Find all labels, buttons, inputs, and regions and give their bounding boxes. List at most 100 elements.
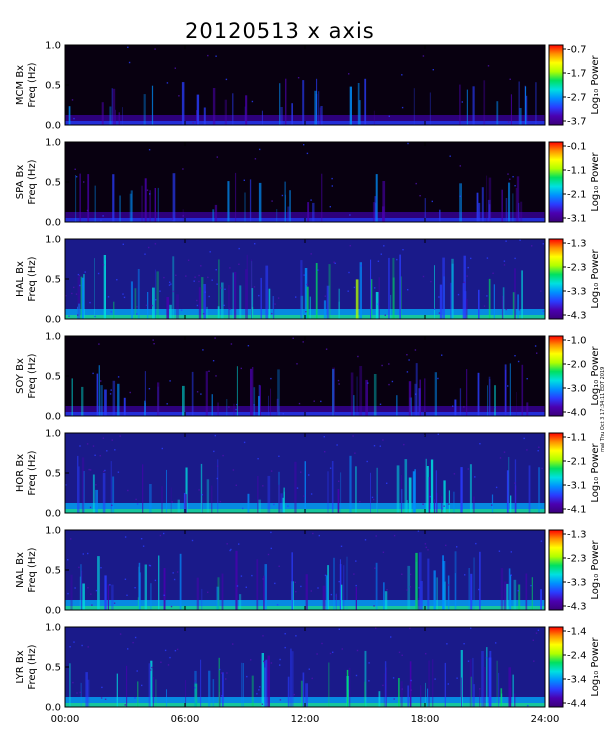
y-tick-label: 1.0 bbox=[45, 526, 61, 537]
x-axis: 00:00 06:00 12:00 18:00 24:00 bbox=[51, 714, 560, 725]
x-tick-label: 18:00 bbox=[411, 714, 440, 725]
colorbar-tick-label: -0.1 bbox=[567, 142, 587, 153]
panel-spa: 0.0 0.5 1.0 SPA Bx Freq (Hz) -0.1 -1.1 -2.1 -3.1… bbox=[15, 138, 601, 229]
y-axis-label-station: HAL Bx bbox=[15, 261, 26, 297]
colorbar-tick-label: -2.3 bbox=[567, 263, 587, 274]
y-axis-label-freq: Freq (Hz) bbox=[27, 159, 38, 204]
spectrogram-nal bbox=[65, 530, 545, 610]
y-tick-label: 0.5 bbox=[45, 178, 61, 189]
panel-hor: 0.0 0.5 1.0 HOR Bx Freq (Hz) -1.1 -2.1 -3.1 -4.1… bbox=[15, 429, 601, 520]
y-tick-label: 1.0 bbox=[45, 235, 61, 246]
colorbar-tick-label: -1.0 bbox=[567, 336, 587, 347]
spectrogram-spa bbox=[65, 142, 545, 222]
y-tick-label: 1.0 bbox=[45, 41, 61, 52]
y-axis-label-freq: Freq (Hz) bbox=[27, 547, 38, 592]
colorbar-hor bbox=[548, 432, 564, 514]
colorbar-tick-label: -3.3 bbox=[567, 578, 587, 589]
panel-nal: 0.0 0.5 1.0 NAL Bx Freq (Hz) -1.3 -2.3 -3.3 -4.3… bbox=[15, 526, 601, 617]
x-tick-label: 12:00 bbox=[291, 714, 320, 725]
colorbar-label: Log₁₀ Power bbox=[590, 345, 601, 405]
y-tick-label: 0.5 bbox=[45, 469, 61, 480]
y-tick-label: 0.5 bbox=[45, 372, 61, 383]
y-axis-label-station: SOY Bx bbox=[15, 358, 26, 394]
colorbar-nal bbox=[548, 529, 564, 611]
y-tick-label: 0.0 bbox=[45, 509, 61, 520]
y-tick-label: 1.0 bbox=[45, 429, 61, 440]
x-tick-label: 06:00 bbox=[171, 714, 200, 725]
colorbar-tick-label: -1.3 bbox=[567, 530, 587, 541]
panel-soy: 0.0 0.5 1.0 SOY Bx Freq (Hz) -1.0 -2.0 -3.0 -4.0… bbox=[15, 332, 601, 423]
colorbar-tick-label: -2.3 bbox=[567, 554, 587, 565]
colorbar-tick-label: -2.1 bbox=[567, 457, 587, 468]
y-axis-label-station: MCM Bx bbox=[15, 65, 26, 105]
y-axis-label-freq: Freq (Hz) bbox=[27, 353, 38, 398]
colorbar-tick-label: -3.4 bbox=[567, 675, 587, 686]
y-tick-label: 0.5 bbox=[45, 275, 61, 286]
y-tick-label: 1.0 bbox=[45, 138, 61, 149]
colorbar-tick-label: -4.0 bbox=[567, 408, 587, 419]
colorbar-tick-label: -0.7 bbox=[567, 45, 587, 56]
colorbar-tick-label: -4.3 bbox=[567, 311, 587, 322]
spectrogram-lyr bbox=[65, 627, 545, 707]
colorbar-label: Log₁₀ Power bbox=[590, 248, 601, 308]
colorbar-tick-label: -3.0 bbox=[567, 384, 587, 395]
colorbar-label: Log₁₀ Power bbox=[590, 539, 601, 599]
y-tick-label: 0.0 bbox=[45, 315, 61, 326]
y-axis-label-freq: Freq (Hz) bbox=[27, 450, 38, 495]
panel-hal: 0.0 0.5 1.0 HAL Bx Freq (Hz) -1.3 -2.3 -3.3 -4.3… bbox=[15, 235, 601, 326]
colorbar-tick-label: -1.4 bbox=[567, 627, 587, 638]
colorbar-hal bbox=[548, 238, 564, 320]
y-tick-label: 0.0 bbox=[45, 218, 61, 229]
y-tick-label: 0.0 bbox=[45, 703, 61, 714]
colorbar-tick-label: -4.4 bbox=[567, 699, 587, 710]
y-axis-label-freq: Freq (Hz) bbox=[27, 644, 38, 689]
spectrogram-soy bbox=[65, 336, 545, 416]
side-note: mal Thu Oct 3 17:34:11 EDT 2019 bbox=[600, 367, 606, 452]
colorbar-label: Log₁₀ Power bbox=[590, 54, 601, 114]
y-axis-label-freq: Freq (Hz) bbox=[27, 62, 38, 107]
colorbar-tick-label: -2.1 bbox=[567, 190, 587, 201]
colorbar-lyr bbox=[548, 626, 564, 708]
colorbar-tick-label: -3.7 bbox=[567, 117, 587, 128]
colorbar-label: Log₁₀ Power bbox=[590, 442, 601, 502]
colorbar-soy bbox=[548, 335, 564, 417]
x-tick-label: 24:00 bbox=[531, 714, 560, 725]
colorbar-tick-label: -3.1 bbox=[567, 214, 587, 225]
y-axis-label-station: SPA Bx bbox=[15, 165, 26, 200]
colorbar-label: Log₁₀ Power bbox=[590, 636, 601, 696]
colorbar-tick-label: -3.1 bbox=[567, 481, 587, 492]
colorbar-tick-label: -4.3 bbox=[567, 602, 587, 613]
y-tick-label: 0.5 bbox=[45, 663, 61, 674]
colorbar-tick-label: -2.4 bbox=[567, 651, 587, 662]
colorbar-label: Log₁₀ Power bbox=[590, 151, 601, 211]
colorbar-tick-label: -1.3 bbox=[567, 239, 587, 250]
y-axis-label-station: LYR Bx bbox=[15, 650, 26, 683]
y-tick-label: 0.0 bbox=[45, 121, 61, 132]
colorbar-tick-label: -4.1 bbox=[567, 505, 587, 516]
colorbar-tick-label: -2.0 bbox=[567, 360, 587, 371]
spectrogram-texture bbox=[65, 530, 545, 610]
y-tick-label: 0.0 bbox=[45, 412, 61, 423]
y-axis-label-station: HOR Bx bbox=[15, 454, 26, 492]
colorbar-spa bbox=[548, 141, 564, 223]
y-axis-label-freq: Freq (Hz) bbox=[27, 256, 38, 301]
spectrogram-mcm bbox=[65, 45, 545, 125]
x-tick-label: 00:00 bbox=[51, 714, 80, 725]
colorbar-tick-label: -2.7 bbox=[567, 93, 587, 104]
colorbar-tick-label: -1.7 bbox=[567, 69, 587, 80]
panel-mcm: 0.0 0.5 1.0 MCM Bx Freq (Hz) -0.7 -1.7 -2.7 -3.7… bbox=[15, 41, 601, 132]
panel-lyr: 0.0 0.5 1.0 LYR Bx Freq (Hz) -1.4 -2.4 -3.4 -4.4… bbox=[15, 623, 601, 714]
colorbar-tick-label: -1.1 bbox=[567, 166, 587, 177]
y-tick-label: 0.0 bbox=[45, 606, 61, 617]
colorbar-tick-label: -3.3 bbox=[567, 287, 587, 298]
chart-title: 20120513 x axis bbox=[185, 19, 375, 43]
y-tick-label: 0.5 bbox=[45, 566, 61, 577]
y-tick-label: 0.5 bbox=[45, 81, 61, 92]
y-axis-label-station: NAL Bx bbox=[15, 552, 26, 588]
colorbar-mcm bbox=[548, 44, 564, 126]
y-tick-label: 1.0 bbox=[45, 623, 61, 634]
y-tick-label: 1.0 bbox=[45, 332, 61, 343]
colorbar-tick-label: -1.1 bbox=[567, 433, 587, 444]
